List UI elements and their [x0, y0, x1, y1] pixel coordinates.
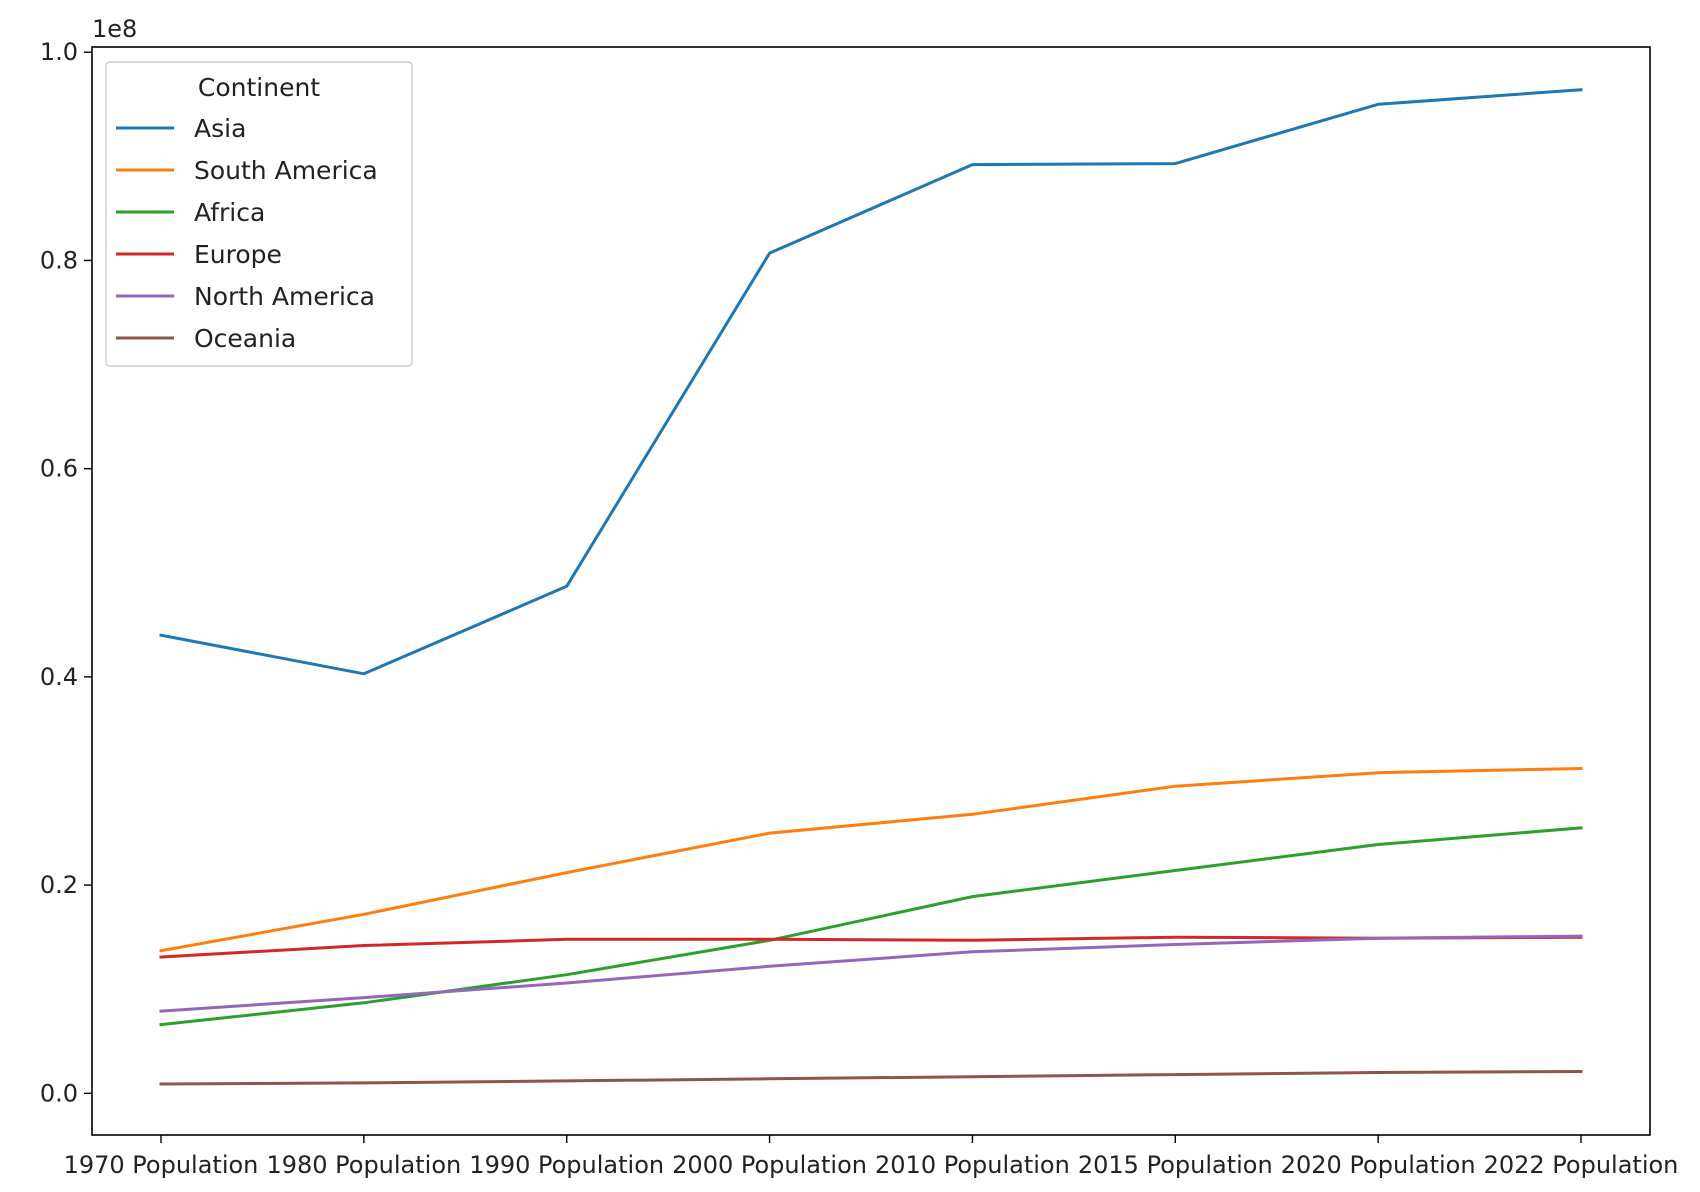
series-line-oceania: [159, 1069, 1583, 1086]
x-tick-label: 1970 Population: [64, 1151, 259, 1179]
legend-label: North America: [194, 282, 375, 311]
series-line-north-america: [159, 934, 1583, 1013]
legend-label: South America: [194, 156, 378, 185]
x-tick-label: 2022 Population: [1484, 1151, 1679, 1179]
axes-frame: [91, 46, 1651, 1136]
y-tick-label: 0.0: [40, 1079, 78, 1107]
x-tick-label: 2000 Population: [672, 1151, 867, 1179]
series-line-asia: [159, 88, 1583, 676]
series-line-south-america: [159, 766, 1583, 953]
legend-label: Europe: [194, 240, 282, 269]
series-line-africa: [159, 826, 1583, 1027]
plot-area: 1970 Population 1980 Population 1990 Popul…: [40, 38, 1679, 1179]
x-tick-label: 2010 Population: [875, 1151, 1070, 1179]
x-tick-label: 1980 Population: [266, 1151, 461, 1179]
y-tick-label: 1.0: [40, 38, 78, 66]
legend-title: Continent: [198, 73, 320, 102]
x-tick-label: 1990 Population: [469, 1151, 664, 1179]
y-tick-label: 0.2: [40, 871, 78, 899]
y-axis-offset-label: 1e8: [92, 15, 137, 43]
x-tick-label: 2020 Population: [1281, 1151, 1476, 1179]
y-tick-label: 0.8: [40, 246, 78, 274]
y-tick-label: 0.6: [40, 455, 78, 483]
legend-label: Asia: [194, 114, 246, 143]
legend-box: [105, 61, 413, 367]
y-tick-label: 0.4: [40, 663, 78, 691]
x-tick-label: 2015 Population: [1078, 1151, 1273, 1179]
legend-label: Oceania: [194, 324, 296, 353]
legend-label: Africa: [194, 198, 265, 227]
legend: Continent Asia South America Africa Europe No…: [105, 61, 413, 367]
